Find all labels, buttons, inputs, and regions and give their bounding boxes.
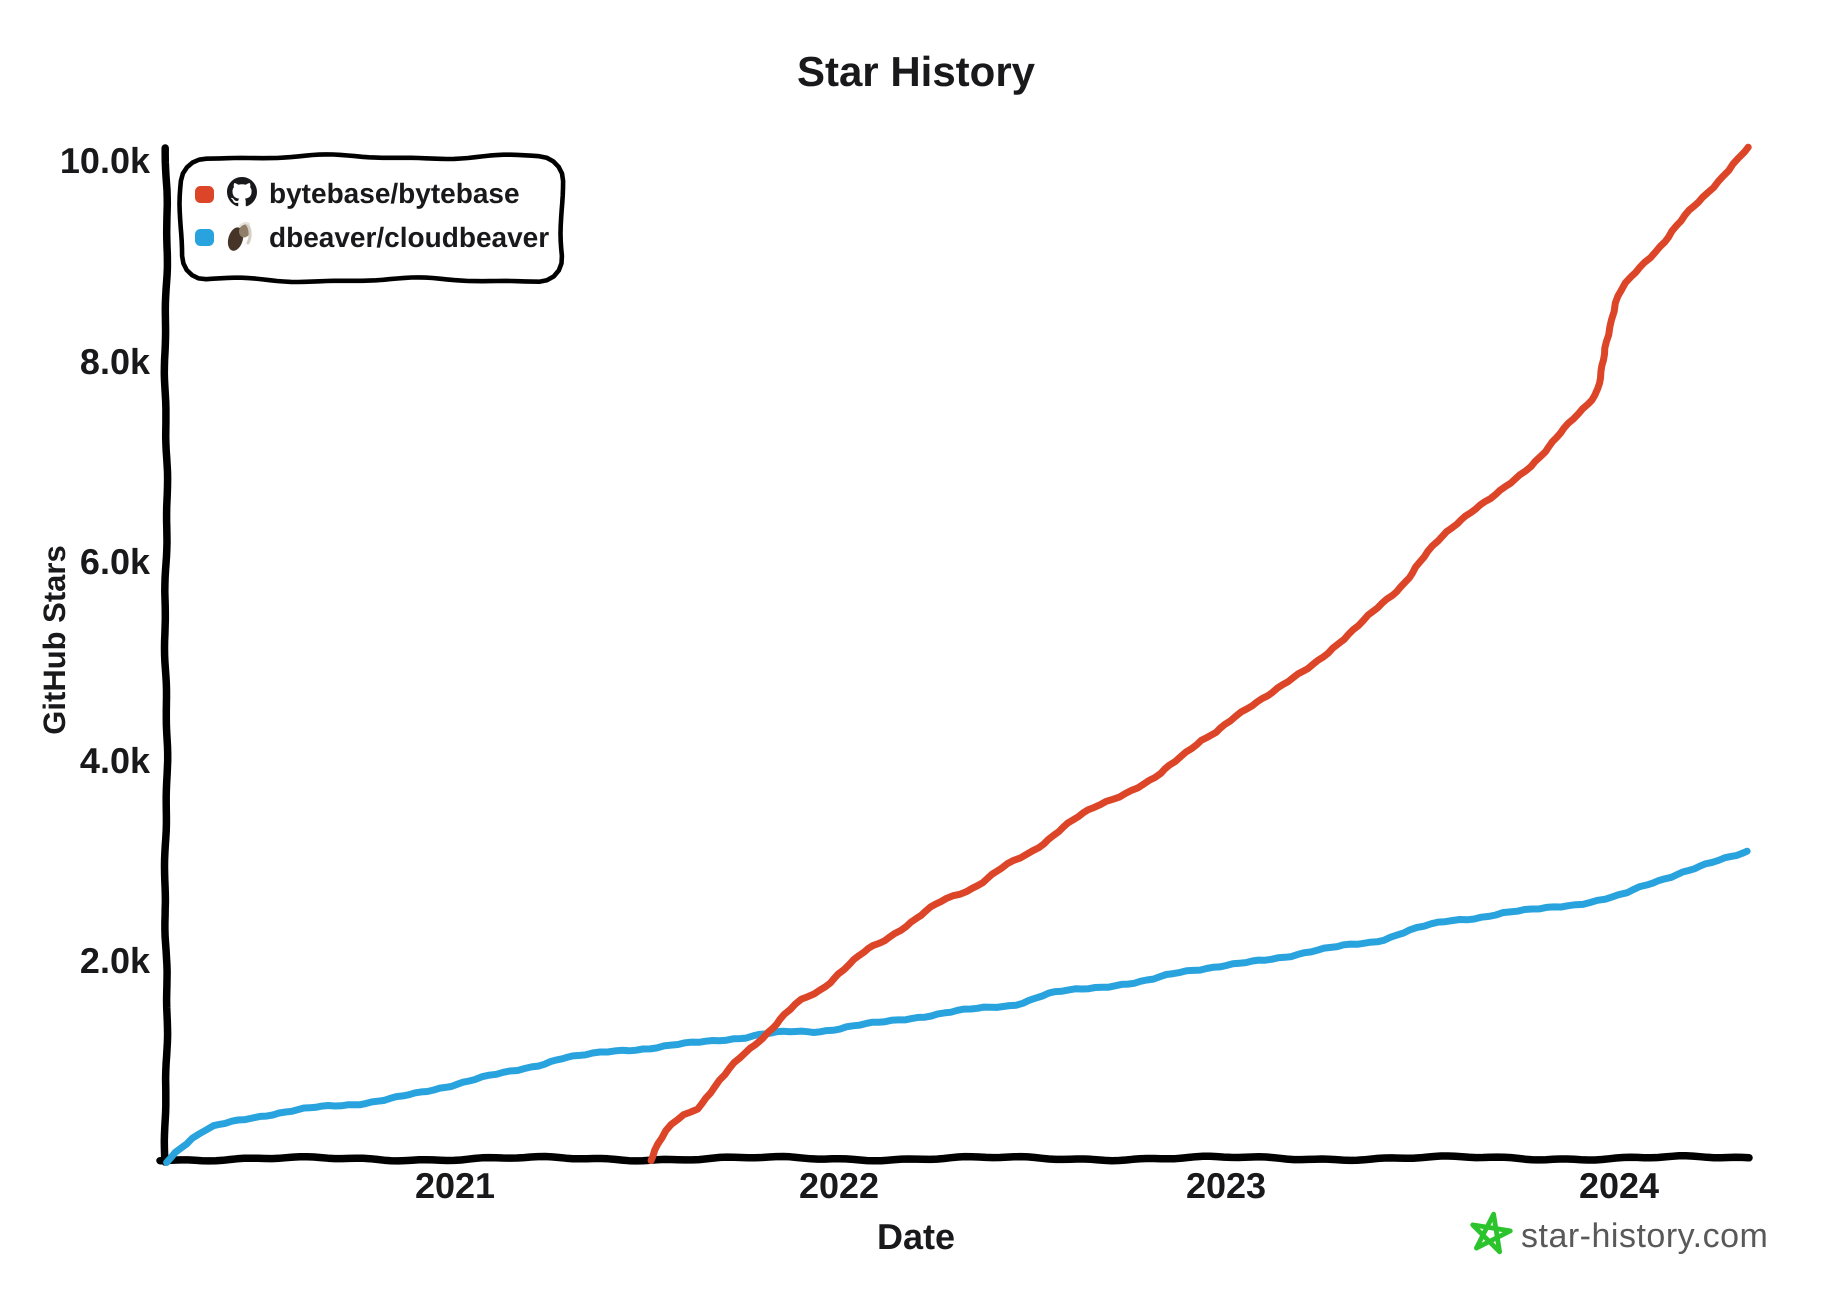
svg-text:star-history.com: star-history.com xyxy=(1521,1217,1768,1255)
svg-text:2022: 2022 xyxy=(799,1165,879,1206)
svg-text:Star History: Star History xyxy=(797,48,1036,95)
svg-text:2024: 2024 xyxy=(1579,1165,1659,1206)
svg-text:10.0k: 10.0k xyxy=(60,140,151,181)
svg-text:8.0k: 8.0k xyxy=(80,341,151,382)
svg-text:Date: Date xyxy=(877,1216,955,1257)
svg-text:dbeaver/cloudbeaver: dbeaver/cloudbeaver xyxy=(269,222,549,253)
svg-text:4.0k: 4.0k xyxy=(80,740,151,781)
svg-text:2.0k: 2.0k xyxy=(80,940,151,981)
svg-text:2023: 2023 xyxy=(1186,1165,1266,1206)
svg-text:2021: 2021 xyxy=(415,1165,495,1206)
svg-text:6.0k: 6.0k xyxy=(80,541,151,582)
svg-text:GitHub Stars: GitHub Stars xyxy=(37,545,72,734)
svg-text:bytebase/bytebase: bytebase/bytebase xyxy=(269,178,520,209)
